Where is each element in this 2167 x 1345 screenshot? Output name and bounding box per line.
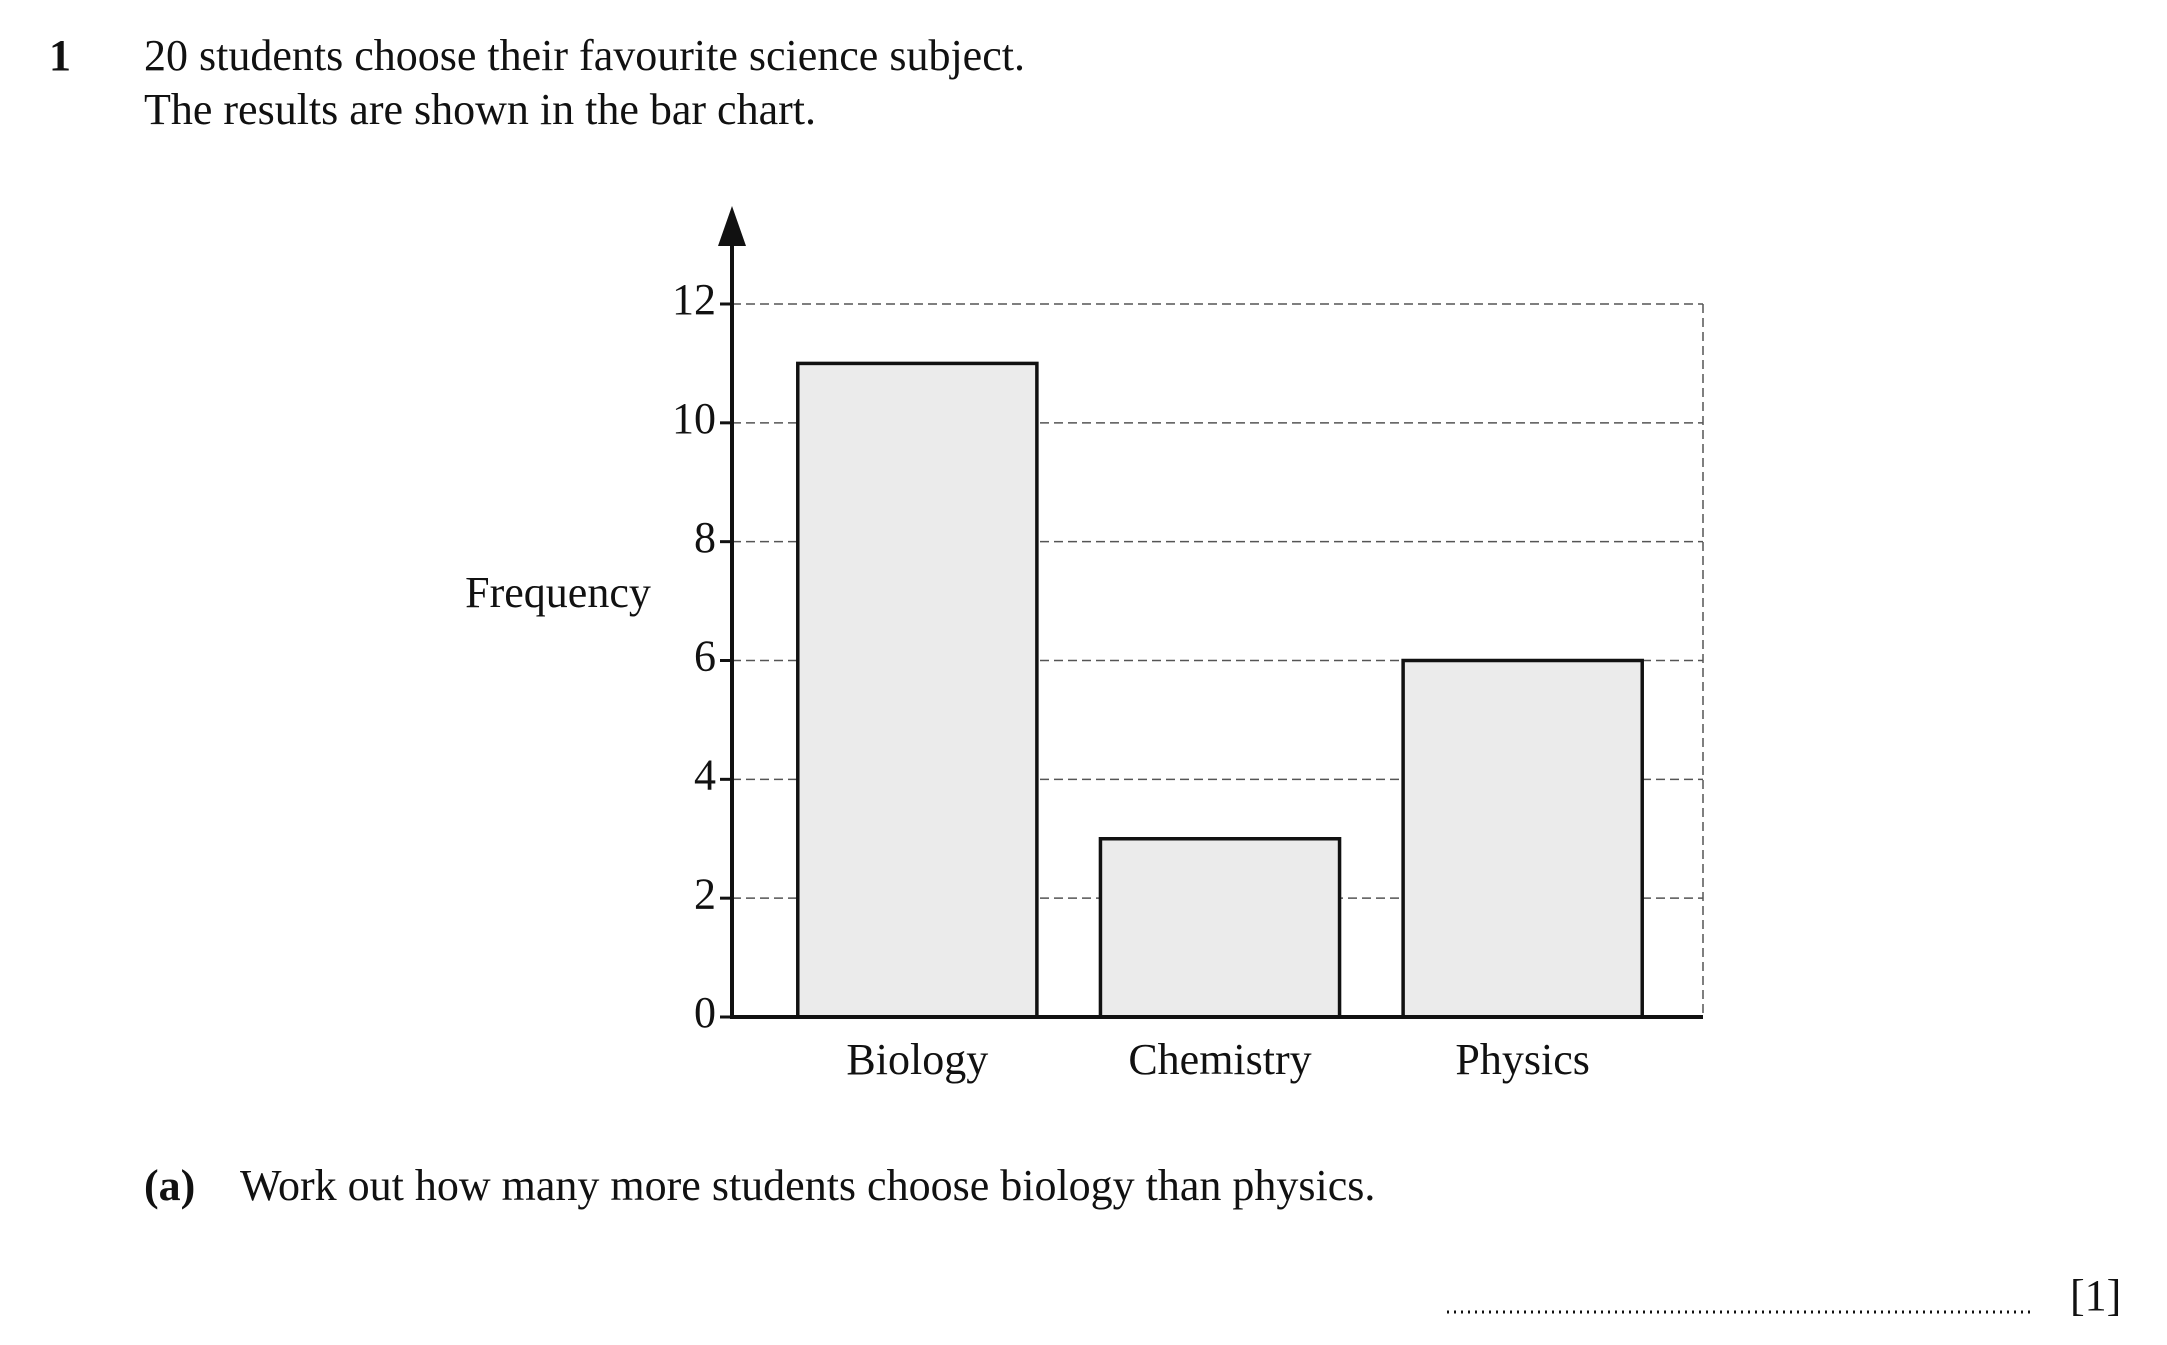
x-tick-label: Chemistry (1128, 1035, 1311, 1084)
bar (796, 361, 1039, 1019)
chart: 0 2 4 6 8 10 12 Biology Chemistry Physics (672, 206, 1704, 1084)
part-text: Work out how many more students choose b… (240, 1161, 1375, 1210)
question-number: 1 (49, 31, 71, 80)
y-tick-label: 10 (672, 394, 716, 443)
bar (1401, 658, 1644, 1019)
marks: [1] (2070, 1271, 2121, 1320)
y-tick-label: 8 (694, 513, 716, 562)
y-tick-label: 4 (694, 750, 716, 799)
x-tick-label: Biology (846, 1035, 988, 1084)
x-tick-label: Physics (1455, 1035, 1589, 1084)
bar (1098, 837, 1342, 1019)
y-tick-label: 2 (694, 869, 716, 918)
y-tick-label: 12 (672, 275, 716, 324)
intro-line: 20 students choose their favourite scien… (144, 31, 1025, 80)
axis-arrow (718, 206, 746, 246)
y-tick-label: 6 (694, 632, 716, 681)
y-axis-label: Frequency (465, 568, 651, 617)
y-tick-label: 0 (694, 988, 716, 1037)
part-label: (a) (144, 1161, 195, 1210)
intro-line: The results are shown in the bar chart. (144, 85, 816, 134)
